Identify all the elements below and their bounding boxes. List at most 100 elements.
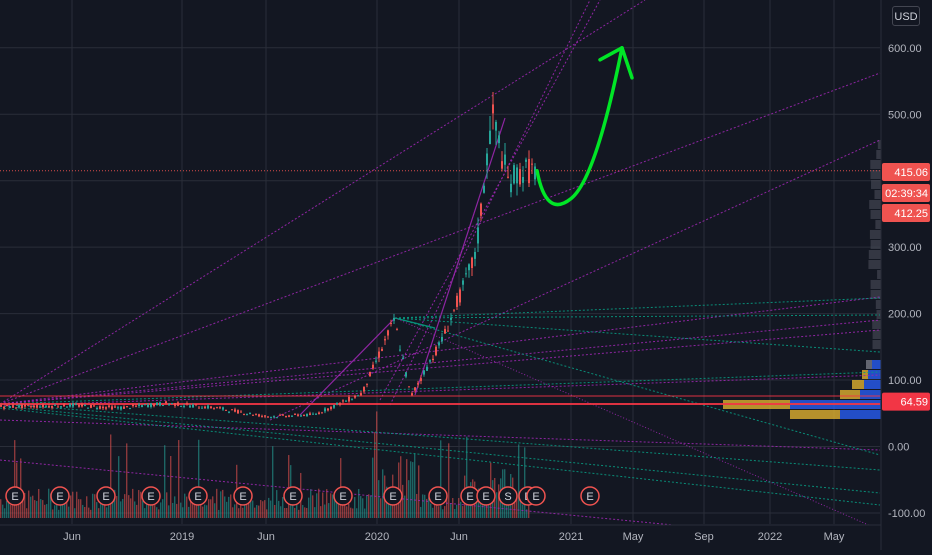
volume-bar <box>454 508 456 518</box>
earnings-marker-label: E <box>482 491 489 503</box>
volume-bar <box>80 499 82 518</box>
volume-profile-bar <box>790 410 840 419</box>
candle-body <box>330 406 332 410</box>
countdown-label-text: 02:39:34 <box>885 188 928 200</box>
volume-bar <box>66 490 68 518</box>
countdown-label: 02:39:34 <box>882 184 930 202</box>
volume-bar <box>144 508 146 518</box>
last-price-label: 415.06 <box>882 163 930 181</box>
volume-bar <box>64 499 66 518</box>
volume-profile-bar <box>852 380 864 389</box>
volume-bar <box>12 497 14 518</box>
volume-bar <box>74 508 76 518</box>
candle-body <box>144 404 146 406</box>
volume-bar <box>18 497 20 518</box>
volume-bar <box>224 496 226 518</box>
candle-body <box>36 405 38 408</box>
volume-bar <box>314 507 316 518</box>
price-axis-background <box>881 0 932 550</box>
candle-body <box>354 395 356 398</box>
volume-bar <box>404 495 406 518</box>
volume-bar <box>400 456 402 518</box>
volume-bar <box>444 506 446 518</box>
candle-body <box>180 405 182 407</box>
volume-profile-bar <box>840 390 860 399</box>
candle-body <box>186 403 188 405</box>
candle-body <box>462 280 464 285</box>
volume-bar <box>352 508 354 518</box>
candle-body <box>3 406 5 409</box>
candle-body <box>468 264 470 271</box>
earnings-marker-label: E <box>339 491 346 503</box>
volume-bar <box>286 508 288 518</box>
candle-body <box>417 383 419 385</box>
volume-profile-bar <box>870 240 881 249</box>
volume-bar <box>122 498 124 518</box>
candle-body <box>243 414 245 416</box>
volume-bar <box>306 507 308 518</box>
candle-body <box>534 166 536 180</box>
volume-bar <box>54 505 56 518</box>
volume-bar <box>38 488 40 518</box>
volume-bar <box>164 445 166 518</box>
candle-body <box>108 405 110 407</box>
candle-body <box>495 121 497 131</box>
volume-bar <box>378 480 380 518</box>
volume-bar <box>184 493 186 518</box>
volume-bar <box>196 504 198 518</box>
candle-body <box>21 404 23 409</box>
volume-bar <box>4 508 6 518</box>
earnings-marker-label: E <box>239 491 246 503</box>
volume-profile-bar <box>870 160 881 169</box>
last-price-label-bg <box>882 163 930 181</box>
candles <box>0 92 536 419</box>
volume-bar <box>432 507 434 518</box>
candle-body <box>90 404 92 408</box>
price-labels: 415.06 02:39:34 412.25 64.59 <box>882 163 930 411</box>
volume-bar <box>256 505 258 518</box>
y-tick-label: 500.00 <box>888 109 922 121</box>
candle-body <box>426 366 428 371</box>
volume-bar <box>102 500 104 518</box>
earnings-marker: E <box>428 486 448 506</box>
candle-body <box>183 405 185 407</box>
volume-bar <box>480 500 482 518</box>
volume-bar <box>222 489 224 518</box>
candle-body <box>63 403 65 407</box>
volume-bar <box>368 494 370 518</box>
volume-bar <box>124 494 126 518</box>
candle-body <box>60 406 62 408</box>
candle-body <box>87 407 89 409</box>
earnings-marker-label: E <box>102 491 109 503</box>
volume-bar <box>210 499 212 518</box>
horizontal-level-label-text: 64.59 <box>900 397 928 409</box>
x-tick-label: Jun <box>257 531 275 543</box>
candle-body <box>27 404 29 406</box>
volume-bar <box>84 506 86 518</box>
volume-bar <box>154 505 156 518</box>
candle-body <box>435 346 437 356</box>
earnings-marker-circle <box>233 486 253 506</box>
volume-bar <box>330 493 332 518</box>
volume-bar <box>526 509 528 518</box>
volume-bar <box>348 503 350 518</box>
trend-line <box>0 405 881 494</box>
candle-body <box>315 413 317 415</box>
candle-body <box>240 411 242 413</box>
volume-bar <box>24 492 26 518</box>
volume-bar <box>62 499 64 518</box>
volume-bar <box>356 508 358 518</box>
candle-body <box>498 135 500 144</box>
candle-body <box>117 407 119 409</box>
volume-profile-bar <box>874 190 881 199</box>
candle-body <box>255 414 257 416</box>
currency-button[interactable]: USD <box>892 6 920 26</box>
volume-bar <box>248 493 250 518</box>
candle-body <box>483 185 485 193</box>
volume-bar <box>390 493 392 518</box>
candle-body <box>381 348 383 351</box>
volume-bar <box>310 489 312 518</box>
candle-body <box>261 415 263 417</box>
candle-body <box>399 349 401 351</box>
candle-body <box>285 416 287 418</box>
